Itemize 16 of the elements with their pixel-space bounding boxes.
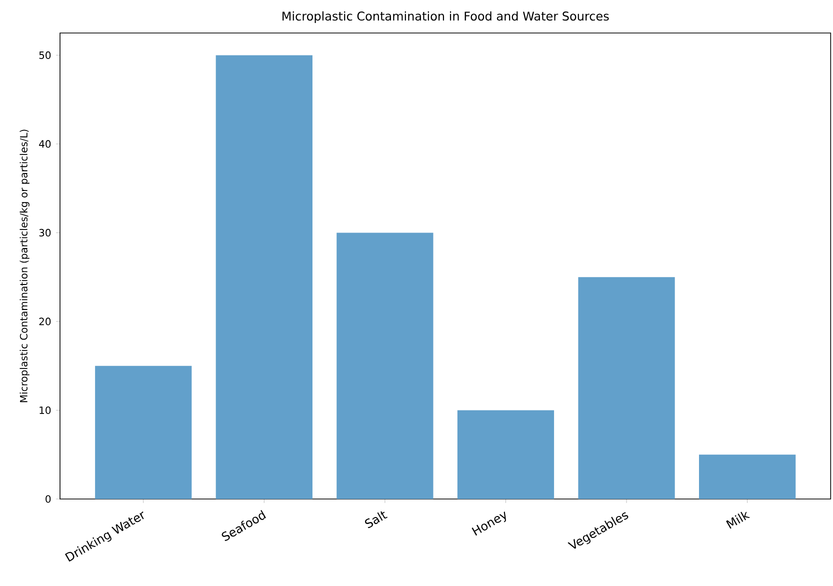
y-axis-title: Microplastic Contamination (particles/kg or particles/L) xyxy=(20,130,30,402)
bar xyxy=(457,410,554,499)
y-tick-label: 30 xyxy=(39,228,51,236)
y-tick-label: 0 xyxy=(46,495,51,503)
bar xyxy=(95,366,192,499)
y-tick-label: 10 xyxy=(40,406,51,414)
x-tick-label: Milk xyxy=(726,512,750,529)
x-tick-label: Salt xyxy=(364,511,388,528)
bar xyxy=(699,454,796,499)
bar xyxy=(578,277,675,499)
bar xyxy=(216,55,312,499)
y-tick-label: 40 xyxy=(39,140,51,148)
chart-title: Microplastic Contamination in Food and Water Sources xyxy=(282,11,609,23)
bar xyxy=(336,232,434,499)
y-tick-label: 50 xyxy=(39,51,51,59)
y-tick-label: 20 xyxy=(39,318,51,326)
